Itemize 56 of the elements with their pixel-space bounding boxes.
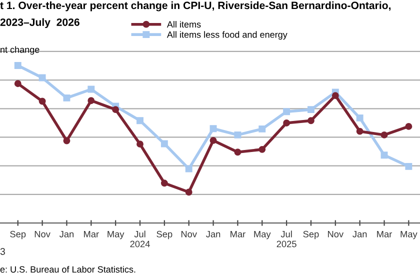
point (258, 125, 266, 132)
text: 3 (0, 248, 5, 255)
x-tick-label: May (108, 230, 124, 240)
x-tick-label: Mar (230, 230, 246, 238)
x-tick-label: Jan (206, 230, 220, 238)
point (136, 140, 144, 148)
y-axis-title: nt change (0, 46, 40, 55)
point (88, 97, 95, 104)
point (258, 146, 266, 153)
point (112, 106, 120, 114)
x-tick-label: May (254, 230, 271, 240)
point (160, 180, 168, 187)
point (356, 114, 364, 122)
x-tick-label: Sep (303, 230, 319, 240)
point (332, 92, 339, 100)
point (63, 137, 70, 144)
point (210, 125, 217, 132)
point (160, 140, 168, 148)
point (234, 148, 242, 156)
x-tick-label: Mar (377, 230, 392, 238)
point (14, 80, 22, 88)
point (405, 162, 412, 170)
x-tick-label: Nov (181, 230, 197, 238)
point (210, 136, 217, 144)
point (380, 131, 388, 138)
x-tick-label: Jul 2025 (276, 230, 296, 248)
x-tick-label: Mar (84, 230, 99, 238)
point (308, 106, 314, 114)
point (283, 108, 290, 116)
point (38, 74, 46, 82)
point (185, 188, 192, 196)
point (405, 122, 412, 130)
x-tick-label: Jan (352, 230, 367, 238)
x-tick-label: May (400, 230, 418, 240)
point (136, 117, 144, 124)
chart-subtitle: 2023–July 2026 (0, 18, 80, 28)
point (185, 165, 192, 172)
legend-label: All items (166, 20, 201, 28)
text: e: U.S. Bureau of Labor Statistics. (0, 266, 136, 273)
point (308, 117, 314, 124)
point (63, 94, 70, 102)
x-tick-label: Nov (34, 230, 50, 238)
point (234, 131, 242, 138)
point (14, 62, 22, 69)
point (88, 86, 95, 93)
point (283, 120, 290, 126)
point (380, 152, 388, 159)
x-tick-label: Sep (156, 230, 172, 240)
x-tick-label: Jul 2024 (130, 230, 150, 248)
x-tick-label: Nov (328, 230, 344, 238)
x-tick-label: Sep (10, 230, 26, 240)
x-tick-label: Jan (59, 230, 74, 238)
legend-label: All items less food and energy (166, 31, 288, 40)
chart-title: t 1. Over-the-year percent change in CPI-U, Riverside-San Bernardino-Ontario, (0, 1, 391, 12)
point (38, 98, 46, 105)
point (356, 128, 364, 135)
